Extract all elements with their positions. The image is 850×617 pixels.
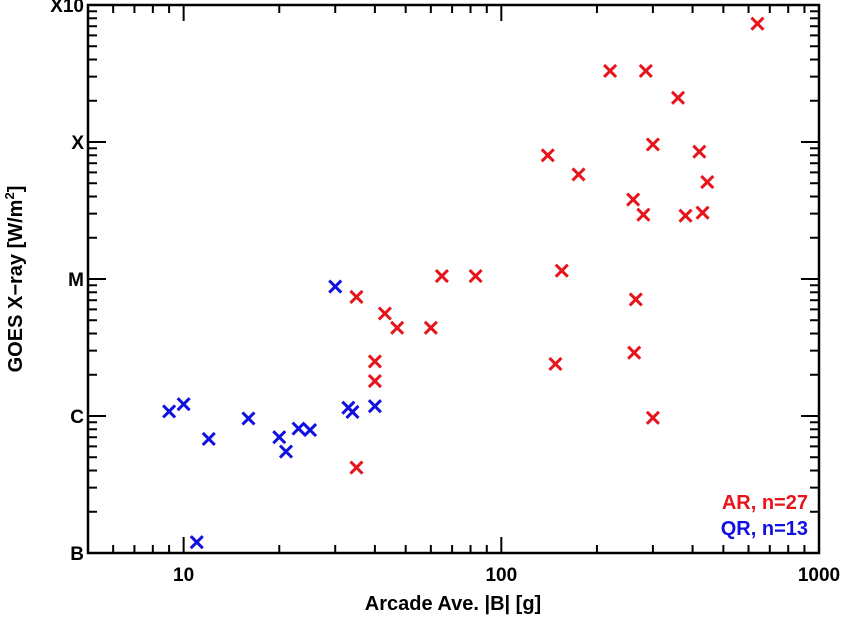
ar-data-point bbox=[390, 320, 405, 335]
qr-data-point bbox=[302, 422, 318, 438]
qr-data-point bbox=[189, 535, 204, 550]
ar-data-point bbox=[626, 192, 641, 207]
ar-data-point bbox=[692, 144, 707, 159]
qr-data-point bbox=[278, 444, 294, 459]
qr-data-point bbox=[291, 421, 306, 436]
qr-data-point bbox=[367, 399, 382, 414]
qr-data-point bbox=[328, 279, 343, 294]
qr-data-point bbox=[176, 397, 191, 412]
ar-data-point bbox=[349, 460, 364, 475]
ar-data-point bbox=[750, 16, 765, 31]
ar-data-point bbox=[628, 292, 643, 307]
data-points bbox=[162, 16, 765, 550]
y-tick-label: B bbox=[70, 544, 84, 565]
ar-data-point bbox=[695, 205, 710, 220]
ar-data-point bbox=[636, 207, 651, 222]
tick-labels: 10 100 1000 B C M X X10 bbox=[50, 0, 840, 586]
legend-entry-ar: AR, n=27 bbox=[722, 492, 808, 514]
qr-data-point bbox=[162, 404, 177, 419]
y-axis-label-main: GOES X−ray [W/m bbox=[5, 200, 27, 373]
ar-data-point bbox=[700, 175, 715, 190]
ar-data-point bbox=[603, 63, 618, 79]
ar-data-point bbox=[377, 306, 392, 321]
ar-data-point bbox=[468, 269, 483, 284]
ar-data-point bbox=[554, 263, 569, 278]
y-axis-label: GOES X−ray [W/m2] bbox=[2, 186, 27, 373]
ar-data-point bbox=[540, 148, 555, 163]
y-tick-label: C bbox=[70, 407, 84, 428]
x-tick-label: 100 bbox=[485, 565, 517, 586]
qr-data-point bbox=[345, 404, 360, 420]
ar-data-point bbox=[638, 63, 653, 79]
ar-data-point bbox=[434, 269, 449, 284]
y-tick-label: X bbox=[71, 133, 84, 154]
x-axis-label: Arcade Ave. |B| [g] bbox=[365, 593, 541, 615]
ar-data-point bbox=[670, 90, 686, 105]
ar-data-point bbox=[367, 354, 382, 369]
ar-data-point bbox=[645, 410, 660, 425]
legend: AR, n=27 QR, n=13 bbox=[721, 492, 808, 540]
qr-data-point bbox=[201, 431, 216, 447]
qr-data-point bbox=[241, 411, 256, 426]
y-axis-label-tail: ] bbox=[5, 186, 27, 193]
ar-data-point bbox=[678, 208, 693, 223]
ar-data-point bbox=[627, 345, 642, 360]
y-tick-label: M bbox=[68, 270, 84, 291]
y-tick-label: X10 bbox=[50, 0, 84, 17]
qr-data-point bbox=[272, 430, 287, 445]
x-tick-label: 10 bbox=[173, 565, 194, 586]
ar-data-point bbox=[645, 137, 660, 152]
ar-data-point bbox=[548, 356, 563, 371]
x-tick-label: 1000 bbox=[798, 565, 840, 586]
ar-data-point bbox=[367, 373, 382, 389]
ar-data-point bbox=[423, 320, 438, 335]
plot-frame bbox=[86, 3, 821, 555]
legend-entry-qr: QR, n=13 bbox=[721, 518, 808, 540]
axis-ticks bbox=[87, 4, 820, 554]
ar-data-point bbox=[349, 289, 364, 304]
y-axis-label-superscript: 2 bbox=[2, 192, 17, 199]
ar-data-point bbox=[571, 167, 586, 182]
